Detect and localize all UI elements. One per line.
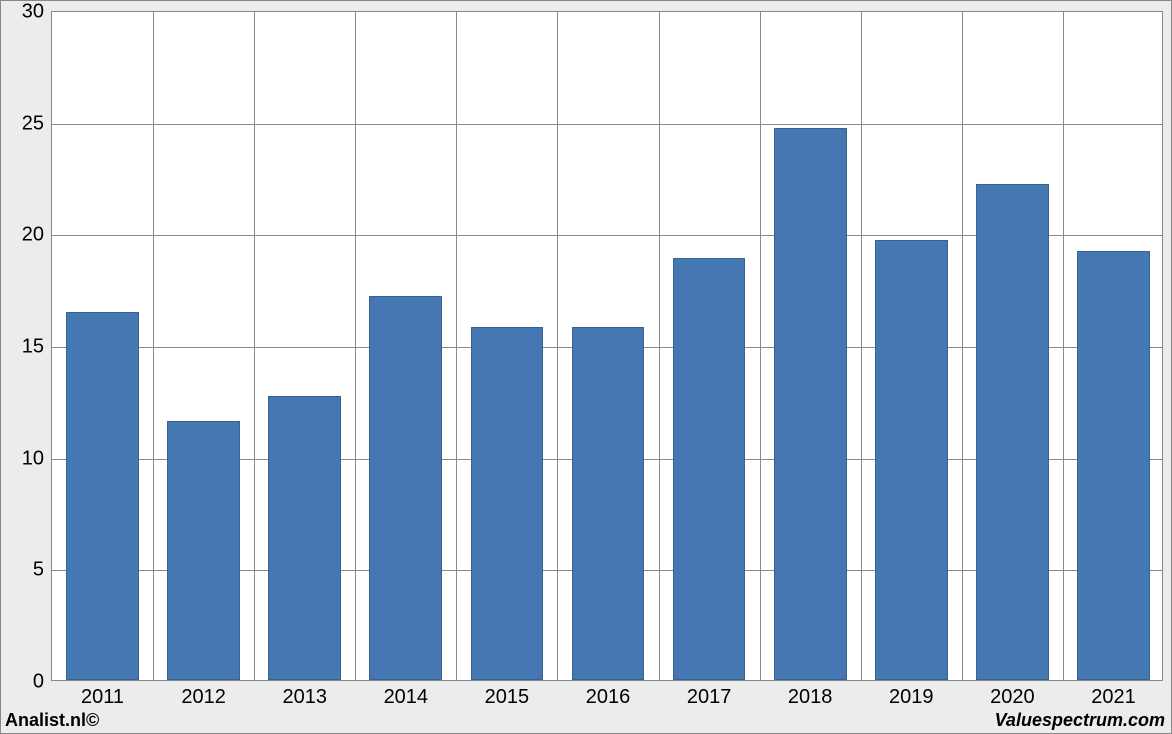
bar bbox=[774, 128, 847, 680]
gridline-vertical bbox=[962, 12, 963, 680]
gridline-vertical bbox=[760, 12, 761, 680]
y-tick-label: 10 bbox=[22, 447, 44, 470]
gridline-vertical bbox=[1063, 12, 1064, 680]
x-tick-label: 2019 bbox=[889, 686, 934, 709]
bar bbox=[1077, 251, 1150, 680]
gridline-vertical bbox=[861, 12, 862, 680]
x-tick-label: 2013 bbox=[282, 686, 327, 709]
x-tick-label: 2021 bbox=[1091, 686, 1136, 709]
gridline-vertical bbox=[557, 12, 558, 680]
x-tick-label: 2018 bbox=[788, 686, 833, 709]
x-tick-label: 2015 bbox=[485, 686, 530, 709]
gridline-horizontal bbox=[52, 124, 1162, 125]
x-tick-label: 2011 bbox=[81, 686, 124, 709]
chart-frame: 0 5 10 15 20 25 30 2011 2012 2013 2014 2015 2016 2017… bbox=[0, 0, 1172, 734]
x-tick-label: 2012 bbox=[181, 686, 226, 709]
x-tick-label: 2014 bbox=[384, 686, 429, 709]
x-tick-label: 2020 bbox=[990, 686, 1035, 709]
bar bbox=[572, 327, 645, 680]
gridline-vertical bbox=[153, 12, 154, 680]
bar bbox=[66, 312, 139, 681]
bar bbox=[673, 258, 746, 680]
bar bbox=[976, 184, 1049, 680]
bar bbox=[369, 296, 442, 680]
gridline-vertical bbox=[355, 12, 356, 680]
bar bbox=[875, 240, 948, 680]
y-tick-label: 25 bbox=[22, 112, 44, 135]
gridline-vertical bbox=[659, 12, 660, 680]
y-tick-label: 20 bbox=[22, 224, 44, 247]
y-tick-label: 15 bbox=[22, 336, 44, 359]
x-tick-label: 2017 bbox=[687, 686, 732, 709]
y-tick-label: 0 bbox=[33, 671, 44, 694]
bar bbox=[471, 327, 544, 680]
footer-left: Analist.nl© bbox=[5, 710, 99, 731]
footer-right: Valuespectrum.com bbox=[995, 710, 1165, 731]
gridline-vertical bbox=[254, 12, 255, 680]
y-tick-label: 30 bbox=[22, 1, 44, 24]
plot-area: 0510152025302011201220132014201520162017… bbox=[51, 11, 1163, 681]
y-tick-label: 5 bbox=[33, 559, 44, 582]
gridline-vertical bbox=[456, 12, 457, 680]
x-tick-label: 2016 bbox=[586, 686, 631, 709]
bar bbox=[167, 421, 240, 680]
bar bbox=[268, 396, 341, 680]
